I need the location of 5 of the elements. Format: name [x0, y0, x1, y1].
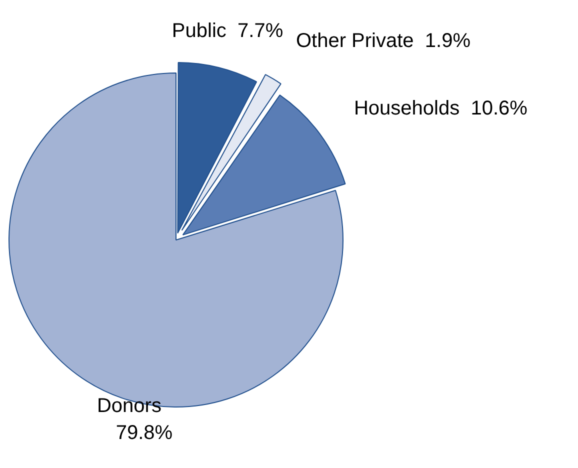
slice-label: Donors: [96, 395, 162, 418]
slice-label: Other Private 1.9%: [296, 30, 471, 52]
slice-label: Public 7.7%: [172, 20, 284, 42]
data-label: 79.8%: [116, 422, 173, 444]
slice-label: Households 10.6%: [354, 97, 528, 120]
